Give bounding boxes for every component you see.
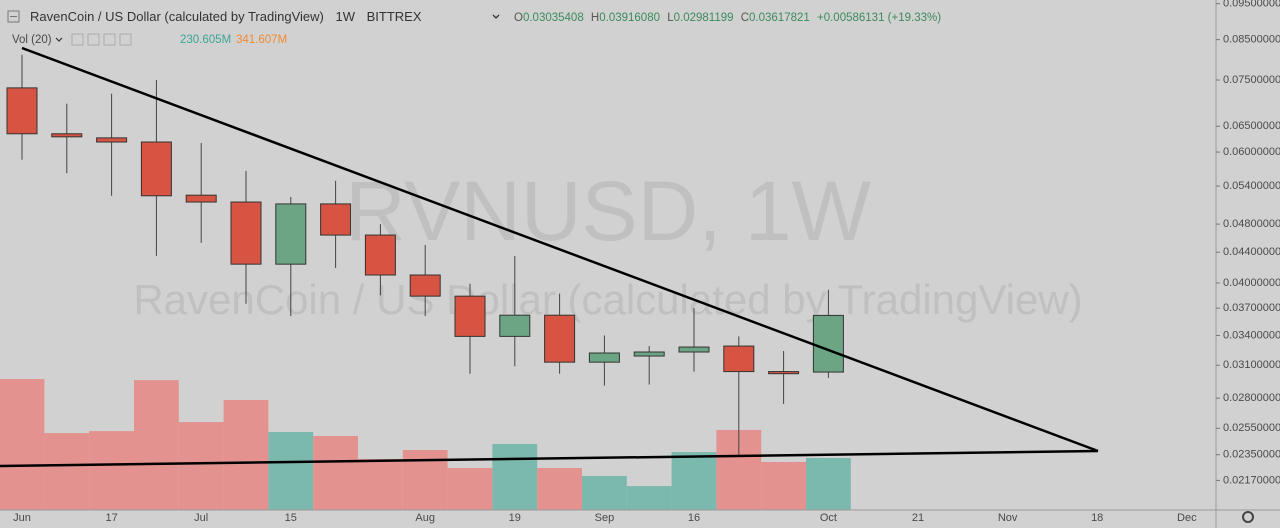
candle-body — [320, 203, 352, 236]
volume-bar — [44, 433, 90, 510]
volume-bar — [134, 380, 179, 510]
dropdown-chevron[interactable] — [492, 14, 500, 19]
ohlc-prefix: C — [741, 12, 749, 24]
settings-icon[interactable] — [87, 33, 100, 46]
volume-bar — [806, 458, 851, 510]
volume-bar — [447, 468, 493, 510]
candle-body — [185, 194, 217, 203]
ohlc-value: 0.03035408 — [523, 12, 584, 24]
exchange[interactable]: BITTREX — [367, 9, 422, 24]
x-tick-label: 18 — [1091, 512, 1103, 524]
x-tick-label: 16 — [688, 512, 700, 524]
more-icon[interactable] — [119, 33, 132, 46]
volume-bar — [761, 461, 806, 510]
change: +0.00586131 (+19.33%) — [817, 12, 941, 24]
watermark-symbol: RVNUSD, 1W — [345, 164, 871, 258]
y-tick-label: 0.02800000 — [1223, 392, 1280, 404]
y-tick-label: 0.07500000 — [1223, 74, 1280, 86]
watermark-title: RavenCoin / US Dollar (calculated by Tra… — [133, 276, 1082, 323]
ohlc-prefix: H — [591, 12, 599, 24]
ohlc-value: 0.03617821 — [749, 12, 810, 24]
volume-bar — [671, 452, 717, 510]
y-tick-label: 0.02350000 — [1223, 449, 1280, 461]
candle-body — [140, 141, 172, 197]
candle-body — [678, 346, 710, 353]
volume-value: 230.605M — [180, 34, 231, 46]
volume-bar — [358, 459, 403, 510]
volume-bar — [537, 468, 582, 510]
ohlc-legend: O0.03035408 H0.03916080 L0.02981199 C0.0… — [514, 12, 941, 24]
y-tick-label: 0.05400000 — [1223, 180, 1280, 192]
ohlc-prefix: L — [667, 12, 674, 24]
x-tick-label: Oct — [820, 512, 837, 524]
header-title: RavenCoin / US Dollar (calculated by Tra… — [30, 9, 422, 24]
volume-bar — [89, 431, 134, 510]
volume-bar — [626, 486, 672, 510]
y-tick-label: 0.02550000 — [1223, 422, 1280, 434]
settings-gear[interactable] — [1242, 511, 1254, 523]
y-tick-label: 0.04000000 — [1223, 277, 1280, 289]
plot-area — [0, 54, 851, 510]
volume-bar — [0, 379, 45, 510]
dropdown-chevron[interactable] — [55, 37, 63, 42]
x-tick-label: Jul — [194, 512, 208, 524]
x-tick-label: 21 — [912, 512, 924, 524]
volume-bar — [178, 422, 224, 510]
trend-line[interactable] — [21, 46, 1099, 453]
volume-bar — [268, 431, 314, 510]
candle-body — [499, 314, 531, 337]
y-tick-label: 0.04800000 — [1223, 218, 1280, 230]
ohlc-value: 0.03916080 — [599, 12, 660, 24]
y-tick-label: 0.03700000 — [1223, 302, 1280, 314]
ohlc-value: 0.02981199 — [674, 12, 734, 24]
y-tick-label: 0.02170000 — [1223, 474, 1280, 486]
x-tick-label: Sep — [595, 512, 615, 524]
collapse-icon[interactable] — [7, 10, 20, 23]
trend-line[interactable] — [0, 449, 1099, 468]
candle-body — [723, 345, 755, 373]
volume-ma: 341.607M — [236, 34, 287, 46]
candle-body — [812, 314, 844, 373]
x-tick-label: Jun — [13, 512, 31, 524]
candle-body — [409, 274, 441, 297]
interval[interactable]: 1W — [335, 9, 355, 24]
y-tick-label: 0.04400000 — [1223, 246, 1280, 258]
remove-icon[interactable] — [103, 33, 116, 46]
volume-title[interactable]: Vol (20) — [12, 34, 52, 46]
x-tick-label: 17 — [105, 512, 117, 524]
x-tick-label: Dec — [1177, 512, 1197, 524]
candle-body — [6, 87, 38, 135]
candle-body — [544, 314, 576, 363]
ohlc-prefix: O — [514, 12, 523, 24]
y-tick-label: 0.08500000 — [1223, 34, 1280, 46]
y-tick-label: 0.03100000 — [1223, 359, 1280, 371]
visibility-icon[interactable] — [71, 33, 84, 46]
candle-body — [454, 295, 486, 337]
candle-body — [633, 351, 665, 357]
x-tick-label: 15 — [285, 512, 297, 524]
symbol-title[interactable]: RavenCoin / US Dollar (calculated by Tra… — [30, 9, 324, 24]
candle-body — [230, 201, 262, 265]
candle-body — [588, 352, 620, 363]
x-tick-label: Aug — [415, 512, 435, 524]
volume-bar — [223, 399, 269, 510]
y-tick-label: 0.09500000 — [1223, 0, 1280, 10]
candle-body — [51, 133, 83, 138]
candle-body — [768, 371, 800, 375]
candle-body — [275, 203, 307, 265]
candle-body — [364, 234, 396, 276]
volume-bar — [492, 443, 538, 510]
volume-bar — [313, 436, 358, 510]
y-tick-label: 0.06000000 — [1223, 146, 1280, 158]
volume-bar — [582, 475, 627, 510]
x-tick-label: Nov — [998, 512, 1018, 524]
candle-body — [96, 137, 128, 143]
x-tick-label: 19 — [509, 512, 521, 524]
y-tick-label: 0.03400000 — [1223, 329, 1280, 341]
y-tick-label: 0.06500000 — [1223, 120, 1280, 132]
